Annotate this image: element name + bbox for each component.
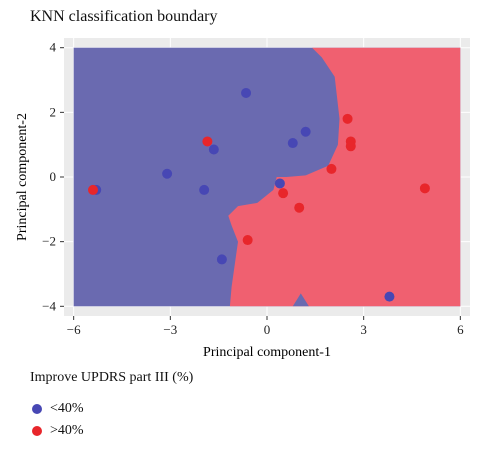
legend-title: Improve UPDRS part III (%) (30, 370, 194, 385)
x-tick-label: 0 (264, 322, 271, 337)
axes: −6 −3 0 3 6 −4 −2 0 2 4 (42, 40, 464, 337)
data-point-above-40 (342, 113, 353, 124)
data-point-above-40 (88, 184, 98, 195)
data-point-above-40 (345, 141, 356, 152)
data-point-above-40 (202, 136, 213, 147)
decision-regions (73, 47, 461, 307)
x-axis-label: Principal component-1 (203, 345, 331, 360)
data-point-below-40 (287, 138, 298, 149)
data-points (88, 87, 430, 302)
legend-marker-below-40 (32, 404, 42, 414)
legend: Improve UPDRS part III (%) <40% >40% (30, 370, 193, 442)
x-tick-label: −6 (67, 322, 81, 337)
chart-title: KNN classification boundary (30, 8, 218, 25)
y-tick-label: 4 (50, 40, 57, 55)
data-point-below-40 (162, 168, 173, 179)
data-point-above-40 (326, 163, 337, 174)
data-point-below-40 (199, 184, 210, 195)
legend-item-below-40: <40% (30, 398, 193, 420)
legend-label-above-40: >40% (50, 423, 84, 438)
y-tick-label: 2 (50, 104, 57, 119)
region-above-40 (228, 47, 461, 307)
y-tick-label: 0 (50, 169, 57, 184)
data-point-below-40 (216, 254, 227, 265)
data-point-above-40 (419, 183, 430, 194)
legend-marker-above-40 (32, 426, 42, 436)
data-point-above-40 (242, 235, 253, 246)
legend-label-below-40: <40% (50, 401, 84, 416)
data-point-below-40 (208, 144, 219, 155)
data-point-above-40 (294, 202, 305, 213)
x-tick-label: 6 (457, 322, 464, 337)
data-point-below-40 (300, 126, 311, 137)
x-tick-label: −3 (163, 322, 177, 337)
y-tick-label: −4 (42, 298, 56, 313)
legend-item-above-40: >40% (30, 420, 193, 442)
data-point-above-40 (278, 188, 289, 199)
data-point-below-40 (384, 291, 395, 302)
y-tick-label: −2 (42, 234, 56, 249)
data-point-below-40 (241, 87, 252, 98)
x-tick-label: 3 (360, 322, 367, 337)
region-below-40-notch (292, 293, 309, 307)
y-axis-label: Principal component-2 (15, 113, 30, 241)
data-point-below-40 (274, 178, 285, 189)
